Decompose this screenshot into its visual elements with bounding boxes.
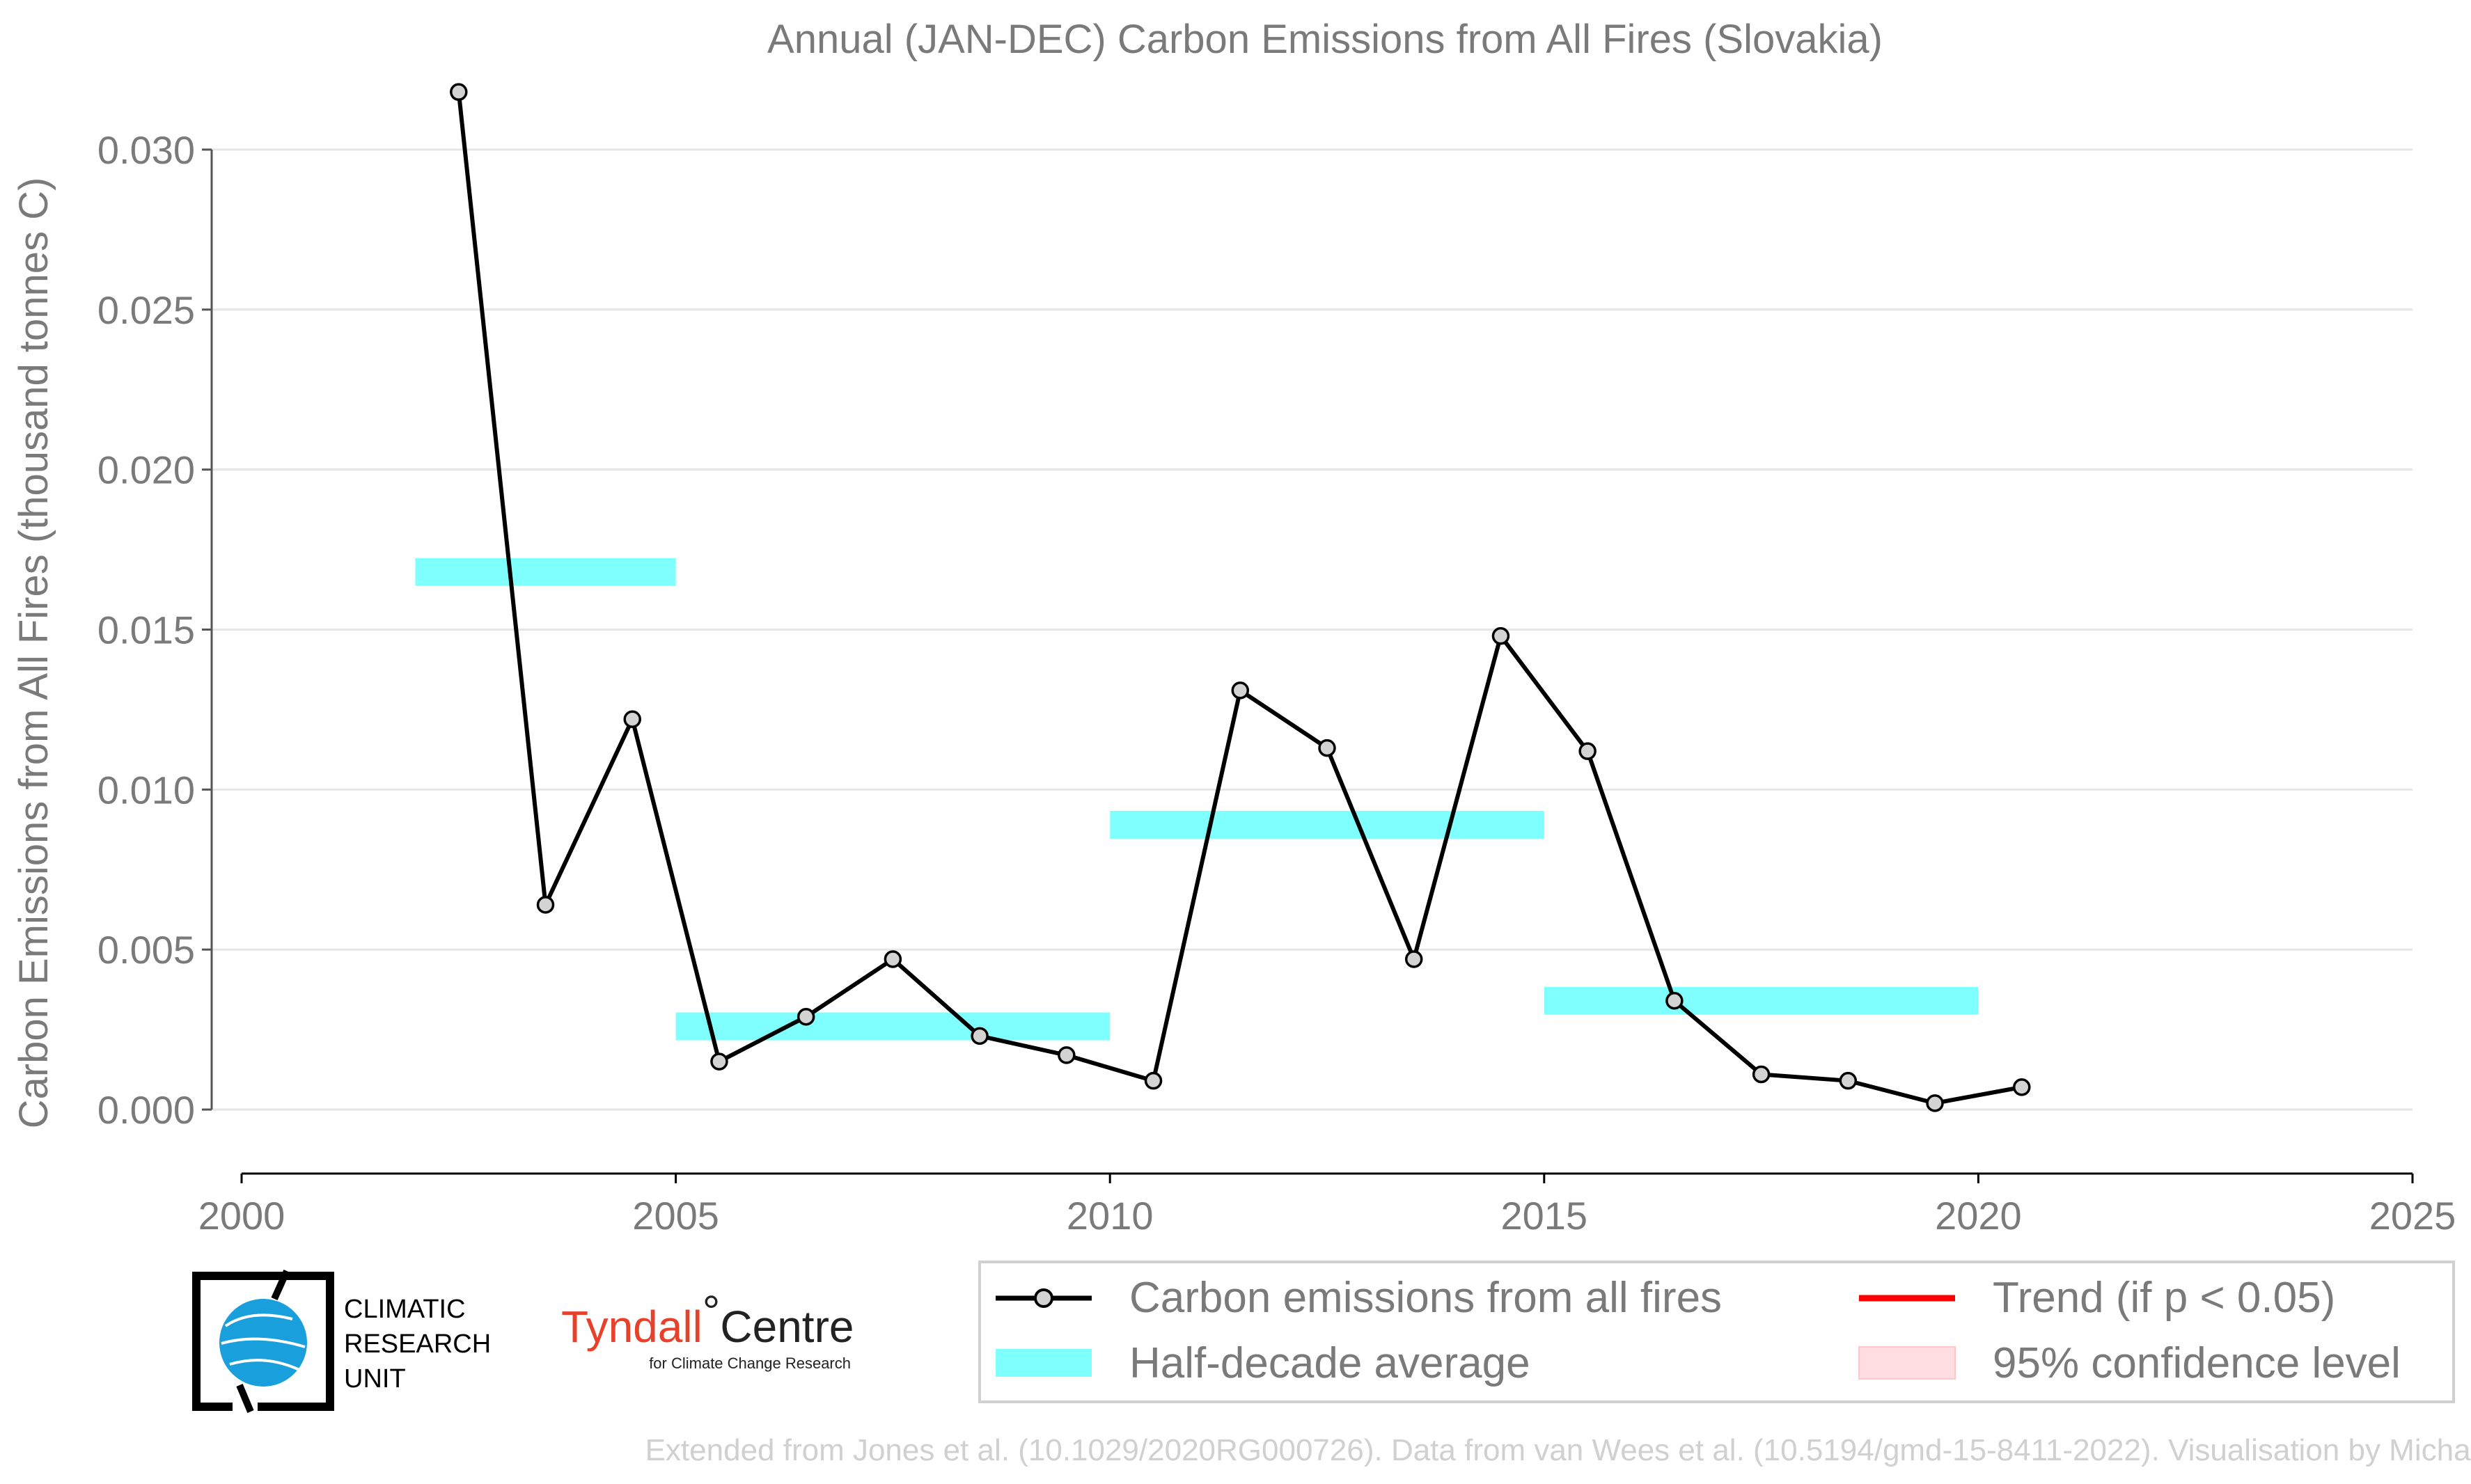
emissions-series — [450, 83, 2031, 1112]
y-tick-label: 0.000 — [97, 1088, 195, 1132]
cru-globe-swirl — [221, 1313, 306, 1371]
y-axis-label: Carbon Emissions from All Fires (thousan… — [11, 177, 56, 1129]
emissions-point — [1578, 742, 1597, 760]
gridlines — [212, 148, 2413, 1111]
half-decade-average-bar — [675, 1012, 1111, 1041]
x-tick-label: 2020 — [1935, 1194, 2022, 1238]
emissions-point — [710, 1052, 728, 1071]
y-tick-label: 0.030 — [97, 128, 195, 172]
tyndall-subtitle: for Climate Change Research — [649, 1355, 851, 1372]
tyndall-logo: Tyndall°Centre for Climate Change Resear… — [561, 1286, 854, 1372]
legend-label-trend: Trend (if p < 0.05) — [1993, 1274, 2335, 1322]
cru-logo-slash-bottom — [236, 1384, 254, 1413]
emissions-point — [1318, 739, 1336, 757]
tyndall-logo-wordmark: Tyndall°Centre — [561, 1286, 854, 1352]
chart-title: Annual (JAN-DEC) Carbon Emissions from A… — [767, 17, 1883, 62]
legend-marker-swatch — [1034, 1288, 1053, 1308]
emissions-point — [1752, 1065, 1771, 1084]
emissions-point — [797, 1007, 815, 1026]
x-tick-label: 2000 — [198, 1194, 285, 1238]
y-tick-label: 0.010 — [97, 768, 195, 812]
axes — [202, 148, 2414, 1183]
cru-logo-bracket-left — [192, 1272, 292, 1411]
tick-labels: 0.000 0.005 0.010 0.015 0.020 0.025 0.030 2000 2… — [97, 128, 2456, 1238]
half-decade-average-bar — [415, 558, 676, 586]
tyndall-word: Tyndall — [561, 1302, 703, 1352]
half-decade-average-bar — [1110, 810, 1544, 839]
x-tick-label: 2010 — [1067, 1194, 1154, 1238]
legend-label-emissions: Carbon emissions from all fires — [1129, 1274, 1722, 1322]
x-tick-label: 2005 — [632, 1194, 719, 1238]
legend-label-confidence: 95% confidence level — [1993, 1339, 2401, 1387]
emissions-point — [2013, 1078, 2031, 1096]
legend-frame — [978, 1261, 2455, 1403]
emissions-point — [971, 1027, 989, 1045]
y-tick-label: 0.020 — [97, 448, 195, 492]
emissions-point — [1839, 1071, 1858, 1090]
cru-logo-slash-top — [271, 1269, 290, 1301]
cru-logo-bracket-right — [251, 1272, 334, 1411]
y-tick-label: 0.025 — [97, 288, 195, 332]
y-tick-label: 0.015 — [97, 608, 195, 652]
emissions-point — [1665, 992, 1684, 1010]
legend-label-half-decade: Half-decade average — [1129, 1339, 1530, 1387]
emissions-point — [884, 950, 902, 968]
half-decade-average-bar — [1544, 986, 1979, 1015]
emissions-point — [536, 896, 555, 914]
cru-text-line-3: UNIT — [344, 1364, 406, 1394]
emissions-point — [623, 710, 641, 728]
y-tick-label: 0.005 — [97, 928, 195, 972]
emissions-point — [1058, 1046, 1076, 1064]
emissions-point — [1231, 681, 1250, 700]
x-tick-label: 2025 — [2369, 1194, 2456, 1238]
tyndall-centre: Centre — [720, 1302, 854, 1352]
cru-text-line-2: RESEARCH — [344, 1329, 491, 1359]
legend: Carbon emissions from all fires Trend (i… — [978, 1261, 2455, 1403]
legend-ci-swatch — [1858, 1346, 1956, 1380]
half-decade-average-bands — [415, 558, 1979, 1041]
emissions-line — [456, 91, 2023, 1105]
credit-text: Extended from Jones et al. (10.1029/2020… — [645, 1433, 2471, 1467]
emissions-point — [450, 83, 468, 101]
tyndall-degree: ° — [703, 1286, 721, 1336]
cru-logo: CLIMATIC RESEARCH UNIT — [192, 1269, 491, 1413]
x-tick-label: 2015 — [1501, 1194, 1588, 1238]
cru-text-line-1: CLIMATIC — [344, 1295, 466, 1324]
emissions-point — [1144, 1071, 1163, 1090]
legend-band-swatch — [996, 1349, 1092, 1377]
emissions-point — [1926, 1094, 1944, 1112]
emissions-point — [1491, 626, 1510, 645]
emissions-point — [1404, 950, 1423, 968]
